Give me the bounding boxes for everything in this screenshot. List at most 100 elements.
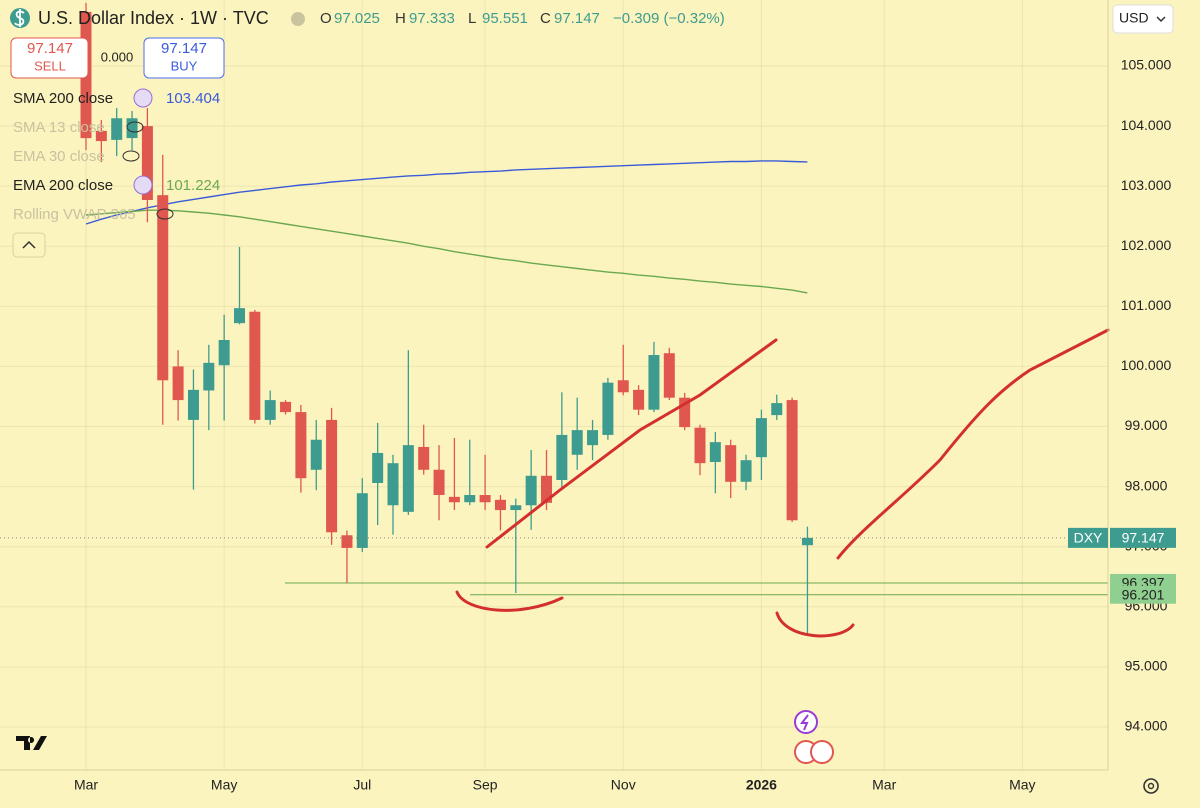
candle-body: [141, 126, 153, 200]
candle-body: [310, 439, 322, 470]
y-tick-label: 100.000: [1121, 357, 1172, 373]
candle-body: [157, 195, 169, 381]
candle-body: [679, 397, 691, 428]
settings-icon[interactable]: [1143, 778, 1159, 794]
price-line-label-bg: [1110, 585, 1176, 604]
candle-body: [494, 499, 506, 511]
candle-body: [203, 362, 215, 391]
candle-body: [587, 430, 599, 446]
candle-body: [249, 311, 261, 420]
price-change: −0.309 (−0.32%): [613, 10, 725, 27]
settings-icon-center: [1147, 782, 1155, 790]
ohlc-value: 97.333: [409, 10, 455, 27]
candle-body: [755, 418, 767, 458]
sell-label: SELL: [34, 58, 66, 73]
candle-body: [663, 353, 675, 398]
candle-body: [172, 366, 184, 401]
candle-body: [295, 412, 307, 479]
spread: 0.000: [101, 49, 134, 64]
y-tick-label: 102.000: [1121, 237, 1172, 253]
y-tick-label: 103.000: [1121, 177, 1172, 193]
candle-body: [387, 463, 399, 506]
chevron: [1156, 16, 1166, 23]
candle-body: [448, 496, 460, 503]
candle-body: [402, 445, 414, 512]
y-tick-label: 105.000: [1121, 57, 1172, 73]
annotation-arrow: [836, 328, 1110, 560]
y-tick-label: 98.000: [1125, 477, 1168, 493]
sell-button[interactable]: [10, 37, 89, 79]
candle-body: [433, 469, 445, 496]
buy-button[interactable]: [143, 37, 225, 79]
currency-select[interactable]: [1112, 4, 1174, 34]
candle-body: [648, 355, 660, 410]
price-line-label: 96.201: [1122, 586, 1165, 602]
hide-icon[interactable]: [156, 208, 174, 220]
indicator-line: [85, 209, 808, 294]
indicator-icon[interactable]: [133, 88, 153, 108]
hide-icon[interactable]: [126, 121, 144, 133]
currency: USD: [1119, 10, 1149, 26]
x-tick-label: Nov: [611, 777, 636, 793]
symbol-label-bg: [1068, 527, 1108, 548]
candle-body: [725, 445, 737, 482]
candle-body: [709, 442, 721, 462]
dollar-glyph: [14, 9, 25, 27]
candle-body: [264, 400, 276, 420]
ohlc-value: 95.551: [482, 10, 528, 27]
y-tick-label: 94.000: [1125, 718, 1168, 734]
last-price-label: 97.147: [1122, 530, 1165, 546]
annotation-trendline: [485, 338, 778, 549]
event-glyph: [800, 714, 809, 731]
candle-body: [95, 130, 107, 142]
indicator-name: SMA 200 close: [13, 90, 113, 107]
buy-price: 97.147: [161, 40, 207, 57]
candle-body: [602, 382, 614, 435]
plot-area: [0, 2, 1108, 634]
candle-body: [740, 460, 752, 482]
x-tick-label: May: [1009, 777, 1035, 793]
last-price-label-bg: [1110, 527, 1176, 548]
candle-body: [326, 419, 338, 533]
candle-body: [617, 380, 629, 393]
flag-icon[interactable]: [810, 740, 834, 764]
hide-icon[interactable]: [122, 150, 140, 162]
indicator-value: 103.404: [166, 90, 220, 107]
candle-body: [771, 403, 783, 416]
x-tick-label: Mar: [872, 777, 896, 793]
candle-body: [786, 400, 798, 521]
hidden-indicator-name: Rolling VWAP 365: [13, 206, 136, 223]
x-tick-label: 2026: [746, 777, 777, 793]
status-dot: [291, 12, 305, 26]
candle-body: [464, 495, 476, 503]
chart-title: U.S. Dollar Index · 1W · TVC: [38, 8, 269, 28]
candle-body: [372, 452, 384, 484]
indicator-name: EMA 200 close: [13, 177, 113, 194]
sell-price: 97.147: [27, 40, 73, 57]
candle-body: [801, 537, 813, 546]
candle-body: [356, 493, 368, 548]
ohlc-letter: O: [320, 10, 332, 27]
candle-body: [510, 505, 522, 511]
candle-body: [218, 339, 230, 366]
candle-body: [111, 118, 123, 140]
indicator-icon[interactable]: [133, 175, 153, 195]
y-tick-label: 95.000: [1125, 658, 1168, 674]
x-tick-label: Sep: [473, 777, 498, 793]
collapse-button[interactable]: [12, 232, 46, 258]
candle-body: [633, 389, 645, 410]
x-tick-label: Jul: [353, 777, 371, 793]
candle-body: [556, 434, 568, 481]
y-tick-label: 104.000: [1121, 117, 1172, 133]
ohlc-letter: C: [540, 10, 551, 27]
x-tick-label: May: [211, 777, 237, 793]
ohlc-value: 97.025: [334, 10, 380, 27]
candle-body: [234, 308, 245, 324]
candle-body: [694, 427, 706, 464]
hidden-indicator-name: SMA 13 close: [13, 119, 105, 136]
x-tick-label: Mar: [74, 777, 98, 793]
candle-body: [280, 401, 292, 413]
symbol-label: DXY: [1074, 530, 1103, 546]
